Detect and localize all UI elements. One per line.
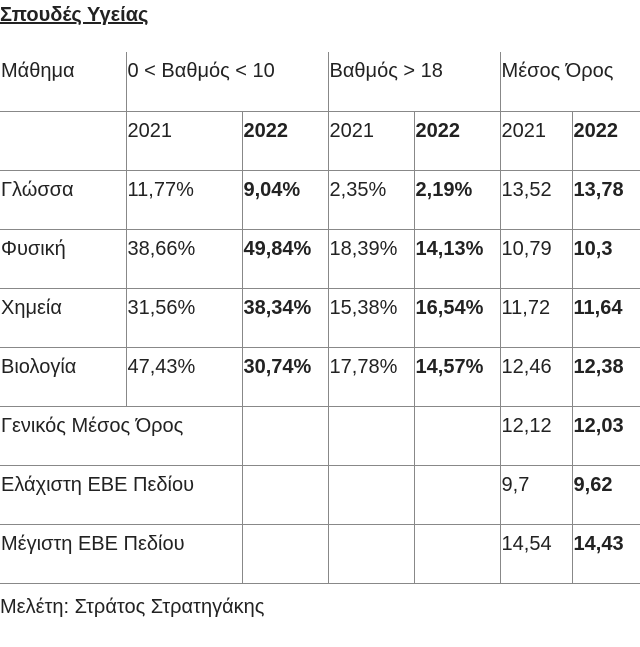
value-cell: 11,77% bbox=[125, 169, 243, 230]
empty-cell bbox=[413, 464, 501, 525]
header-cell: Βαθμός > 18 bbox=[327, 52, 501, 112]
summary-label: Γενικός Μέσος Όρος bbox=[0, 405, 243, 466]
empty-cell bbox=[413, 405, 501, 466]
value-cell: 31,56% bbox=[125, 287, 243, 348]
value-cell: 15,38% bbox=[327, 287, 415, 348]
year-cell: 2021 bbox=[327, 110, 415, 171]
subject-cell: Γλώσσα bbox=[0, 169, 127, 230]
value-cell: 9,04% bbox=[241, 169, 329, 230]
empty-cell bbox=[327, 464, 415, 525]
value-cell: 30,74% bbox=[241, 346, 329, 407]
value-cell: 9,7 bbox=[499, 464, 573, 525]
value-cell: 2,35% bbox=[327, 169, 415, 230]
empty-cell bbox=[327, 405, 415, 466]
year-cell: 2021 bbox=[499, 110, 573, 171]
table-row: Χημεία 31,56% 38,34% 15,38% 16,54% 11,72 11,64 bbox=[0, 287, 640, 348]
value-cell: 12,46 bbox=[499, 346, 573, 407]
subject-cell: Φυσική bbox=[0, 228, 127, 289]
empty-cell bbox=[241, 405, 329, 466]
empty-cell bbox=[413, 523, 501, 584]
footer: Μελέτη: Στράτος Στρατηγάκης bbox=[0, 596, 265, 618]
subject-cell: Βιολογία bbox=[0, 346, 127, 407]
table-row: Γενικός Μέσος Όρος 12,12 12,03 bbox=[0, 405, 640, 466]
value-cell: 11,72 bbox=[499, 287, 573, 348]
empty-cell bbox=[241, 464, 329, 525]
value-cell: 2,19% bbox=[413, 169, 501, 230]
value-cell: 14,54 bbox=[499, 523, 573, 584]
header-cell: 0 < Βαθμός < 10 bbox=[125, 52, 329, 112]
value-cell: 12,12 bbox=[499, 405, 573, 466]
table-row: Ελάχιστη ΕΒΕ Πεδίου 9,7 9,62 bbox=[0, 464, 640, 525]
value-cell: 11,64 bbox=[571, 287, 640, 348]
data-table: Μάθημα 0 < Βαθμός < 10 Βαθμός > 18 Μέσος Όρ… bbox=[0, 52, 640, 584]
summary-label: Μέγιστη ΕΒΕ Πεδίου bbox=[0, 523, 243, 584]
table-row: Βιολογία 47,43% 30,74% 17,78% 14,57% 12,46 12,… bbox=[0, 346, 640, 407]
table-row: Φυσική 38,66% 49,84% 18,39% 14,13% 10,79 10,3 bbox=[0, 228, 640, 289]
value-cell: 38,66% bbox=[125, 228, 243, 289]
year-cell: 2022 bbox=[241, 110, 329, 171]
header-cell: Μάθημα bbox=[0, 52, 127, 112]
value-cell: 10,3 bbox=[571, 228, 640, 289]
summary-label: Ελάχιστη ΕΒΕ Πεδίου bbox=[0, 464, 243, 525]
title: Σπουδές Υγείας bbox=[0, 4, 149, 26]
year-cell: 2022 bbox=[413, 110, 501, 171]
value-cell: 12,03 bbox=[571, 405, 640, 466]
table-row: 2021 2022 2021 2022 2021 2022 bbox=[0, 110, 640, 171]
value-cell: 17,78% bbox=[327, 346, 415, 407]
value-cell: 10,79 bbox=[499, 228, 573, 289]
subject-cell: Χημεία bbox=[0, 287, 127, 348]
header-cell: Μέσος Όρος bbox=[499, 52, 640, 112]
empty-cell bbox=[0, 110, 127, 171]
value-cell: 13,78 bbox=[571, 169, 640, 230]
year-cell: 2021 bbox=[125, 110, 243, 171]
value-cell: 38,34% bbox=[241, 287, 329, 348]
value-cell: 14,13% bbox=[413, 228, 501, 289]
value-cell: 13,52 bbox=[499, 169, 573, 230]
value-cell: 9,62 bbox=[571, 464, 640, 525]
table-row: Γλώσσα 11,77% 9,04% 2,35% 2,19% 13,52 13,78 bbox=[0, 169, 640, 230]
table-row: Μέγιστη ΕΒΕ Πεδίου 14,54 14,43 bbox=[0, 523, 640, 584]
value-cell: 18,39% bbox=[327, 228, 415, 289]
value-cell: 49,84% bbox=[241, 228, 329, 289]
value-cell: 12,38 bbox=[571, 346, 640, 407]
year-cell: 2022 bbox=[571, 110, 640, 171]
table-row: Μάθημα 0 < Βαθμός < 10 Βαθμός > 18 Μέσος Όρ… bbox=[0, 52, 640, 112]
value-cell: 14,43 bbox=[571, 523, 640, 584]
value-cell: 16,54% bbox=[413, 287, 501, 348]
empty-cell bbox=[327, 523, 415, 584]
empty-cell bbox=[241, 523, 329, 584]
value-cell: 14,57% bbox=[413, 346, 501, 407]
value-cell: 47,43% bbox=[125, 346, 243, 407]
